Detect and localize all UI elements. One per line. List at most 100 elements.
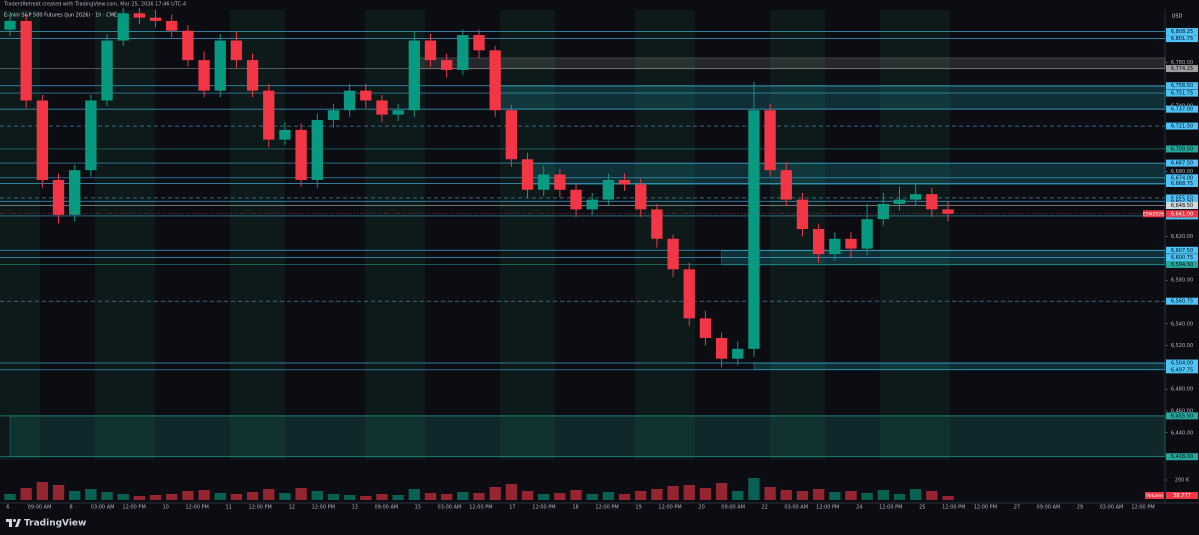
volume-bar [101,492,113,500]
candle-body [295,129,307,180]
volume-bar [440,494,453,500]
volume-bar [715,483,728,500]
level-label: 6,801.75 [1171,36,1193,42]
volume-name: Volume [1146,493,1163,499]
volume-bar [635,491,647,500]
candle-body [198,60,210,91]
candle-body [521,159,534,190]
volume-value-box [1166,492,1198,499]
symbol-title: E-mini S&P 500 Futures (Jun 2026) · 1h ·… [4,13,117,19]
volume-value: 38.777 [1173,493,1191,499]
y-tick-label: 6,460.00 [1171,408,1193,414]
level-label: 6,497.75 [1171,367,1193,373]
candle-body [732,348,744,359]
volume-bar [909,489,922,500]
candle-body [4,20,16,30]
x-tick-label: 12:00 PM [532,505,555,511]
candle-body [149,17,162,21]
brand-logo [6,519,21,527]
volume-bar [586,494,598,500]
volume-bar [942,496,954,500]
level-label-box [1166,359,1198,367]
candle-body [699,318,712,338]
level-label-box [1166,89,1198,97]
brand: TradingView [24,519,86,529]
candle-body [424,40,437,61]
candle-body [909,194,922,200]
volume-bar [133,496,146,500]
currency: USD [1172,14,1183,20]
volume-bar [263,489,275,500]
volume-bar [343,495,356,500]
volume-bar [602,492,615,500]
current-price-label: 6,641.00 [1171,211,1193,217]
candle-body [343,90,356,111]
candle-body [360,90,372,101]
level-label: 6,652.50 [1171,199,1193,205]
volume-bar [117,494,129,500]
x-tick-label: 25 [919,505,925,511]
volume-bar [327,494,340,500]
x-tick-label: 12:00 PM [312,505,335,511]
candle-body [69,170,81,215]
current-price-box [1166,210,1198,218]
volume-bar [230,494,243,500]
level-label: 6,418.00 [1171,454,1193,460]
volume-bar [877,490,889,500]
level-label: 6,758.50 [1171,83,1193,89]
volume-bar [20,488,32,500]
x-tick-label: 17 [509,505,515,511]
x-tick-label: 11 [226,505,232,511]
candle-body [861,219,873,249]
candle-body [715,337,728,359]
volume-tick-label: 200 K [1175,478,1190,484]
x-tick-label: 20 [698,505,704,511]
volume-bar [279,493,291,500]
level-label-box [1166,28,1198,36]
level-label: 6,700.50 [1171,146,1193,152]
candle-body [279,129,291,140]
volume-bar [36,482,49,500]
volume-bar [360,496,372,500]
candle-body [926,194,938,210]
candle-body [893,199,906,204]
x-tick-label: 12:00 PM [595,505,618,511]
level-label-box [1166,35,1198,43]
candle-body [101,40,113,101]
x-tick-label: 09:00 AM [28,505,52,511]
volume-bar [85,489,97,500]
candle-body [230,40,243,61]
x-tick-label: 22 [761,505,767,511]
logo-part [13,519,16,522]
x-tick-label: 12:00 PM [186,505,209,511]
logo-part [9,519,12,527]
zone [494,85,1166,110]
x-tick-label: 09:00 AM [374,505,398,511]
volume-bar [505,484,518,500]
volume-bar [780,490,792,500]
x-tick-label: 19 [635,505,641,511]
candle-body [376,100,388,115]
level-label: 6,600.75 [1171,255,1193,261]
candle-body [166,20,178,31]
session-band [500,10,555,460]
level-label-box [1166,254,1198,262]
x-tick-label: 03:00 AM [91,505,115,511]
level-label-box [1166,180,1198,188]
x-tick-label: 15 [415,505,421,511]
level-label: 6,751.75 [1171,91,1193,97]
candle-body [440,60,453,70]
x-tick-label: 6 [6,505,9,511]
candle-body [554,174,566,190]
level-label: 6,594.50 [1171,262,1193,268]
level-label-box [1166,366,1198,374]
y-tick-label: 6,520.00 [1171,343,1193,349]
current-symbol-box [1143,210,1164,218]
volume-bar [667,486,679,500]
x-tick-label: 12:00 PM [942,505,965,511]
candle-body [586,199,598,210]
x-tick-label: 12:00 PM [879,505,902,511]
current-symbol: ESM2026 [1143,211,1164,217]
candle-body [133,13,146,18]
